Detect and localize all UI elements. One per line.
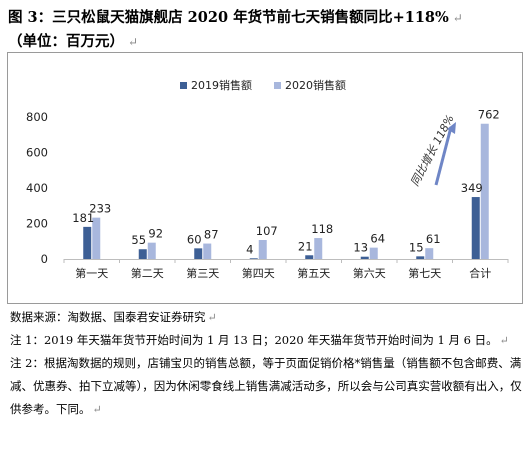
x-tick-label: 第三天 <box>186 266 219 280</box>
title-line-1: 图 3：三只松鼠天猫旗舰店 2020 年货节前七天销售额同比+118% <box>8 9 449 26</box>
data-label-2020: 64 <box>370 232 385 246</box>
x-tick-label: 第六天 <box>353 266 386 280</box>
figure-title: 图 3：三只松鼠天猫旗舰店 2020 年货节前七天销售额同比+118% ↵ （单位… <box>8 6 524 54</box>
return-mark-icon: ↵ <box>499 334 509 347</box>
bar-2020 <box>425 248 434 259</box>
x-tick-label: 第五天 <box>297 266 330 280</box>
data-label-2020: 92 <box>148 227 163 241</box>
bar-2020 <box>314 238 323 259</box>
bar-2019 <box>360 256 369 259</box>
legend-label-1: 2019销售额 <box>191 78 252 92</box>
data-label-2019: 21 <box>298 239 313 253</box>
y-tick-label: 200 <box>26 217 48 231</box>
data-label-2019: 4 <box>246 242 253 256</box>
growth-annotation: 同比增长 118% <box>408 113 457 189</box>
data-label-2020: 762 <box>478 108 500 122</box>
x-tick-label: 第四天 <box>242 266 275 280</box>
data-label-2020: 107 <box>256 224 278 238</box>
bar-2020 <box>480 123 489 260</box>
title-line-2: （单位：百万元） <box>8 33 124 50</box>
note-1: 注 1：2019 年天猫年货节开始时间为 1 月 13 日；2020 年天猫年货… <box>10 333 509 347</box>
bar-2019 <box>138 249 147 259</box>
bar-2019 <box>471 197 480 259</box>
data-label-2019: 55 <box>131 233 146 247</box>
bar-2019 <box>83 226 92 259</box>
growth-arrow-shaft <box>434 126 453 186</box>
return-mark-icon: ↵ <box>207 311 217 324</box>
notes-block: 数据来源：淘数据、国泰君安证券研究 ↵ 注 1：2019 年天猫年货节开始时间为 … <box>10 306 522 421</box>
x-axis: 第一天 第二天 第三天 第四天 第五天 第六天 第七天 合计 <box>63 259 509 280</box>
bar-2020 <box>92 217 101 259</box>
note-2: 注 2：根据淘数据的规则，店铺宝贝的销售总额，等于页面促销价格*销售量（销售额不… <box>10 356 522 416</box>
data-label-2020: 61 <box>426 232 441 246</box>
bars <box>83 123 489 260</box>
bar-2019 <box>194 248 203 259</box>
return-mark-icon: ↵ <box>92 403 102 416</box>
return-mark-icon: ↵ <box>452 11 463 25</box>
y-tick-label: 0 <box>41 252 48 266</box>
bar-chart: 2019销售额 2020销售额 0 200 400 600 800 第一天 第二天 第三天 第四… <box>26 78 509 280</box>
return-mark-icon: ↵ <box>128 35 139 49</box>
y-tick-label: 800 <box>26 110 48 124</box>
data-label-2019: 349 <box>461 181 483 195</box>
data-label-2019: 13 <box>353 241 368 255</box>
data-label-2020: 87 <box>204 228 219 242</box>
bar-2020 <box>147 242 156 259</box>
x-tick-label: 第二天 <box>131 266 164 280</box>
x-tick-label: 第一天 <box>75 266 108 280</box>
legend-label-2: 2020销售额 <box>285 78 346 92</box>
legend-swatch-1 <box>180 82 187 89</box>
growth-annotation-text: 同比增长 118% <box>408 113 457 189</box>
data-label-2020: 233 <box>89 202 111 216</box>
bar-2020 <box>369 247 378 259</box>
legend: 2019销售额 2020销售额 <box>180 78 346 92</box>
bar-2020 <box>258 240 267 259</box>
bar-2020 <box>203 243 212 259</box>
y-axis: 0 200 400 600 800 <box>26 110 48 266</box>
bar-2019 <box>249 258 258 259</box>
y-tick-label: 400 <box>26 181 48 195</box>
x-tick-label: 合计 <box>469 266 491 280</box>
bar-2019 <box>416 256 425 259</box>
chart-frame: 2019销售额 2020销售额 0 200 400 600 800 第一天 第二天 第三天 第四… <box>7 52 523 304</box>
bar-2019 <box>305 255 314 259</box>
data-label-2019: 60 <box>187 232 202 246</box>
data-label-2020: 118 <box>311 222 333 236</box>
x-tick-label: 第七天 <box>408 266 441 280</box>
source-note: 数据来源：淘数据、国泰君安证券研究 ↵ <box>10 310 217 324</box>
data-label-2019: 15 <box>409 240 424 254</box>
data-label-2019: 181 <box>72 211 94 225</box>
growth-arrow-head <box>447 122 456 134</box>
legend-swatch-2 <box>274 82 281 89</box>
y-tick-label: 600 <box>26 146 48 160</box>
